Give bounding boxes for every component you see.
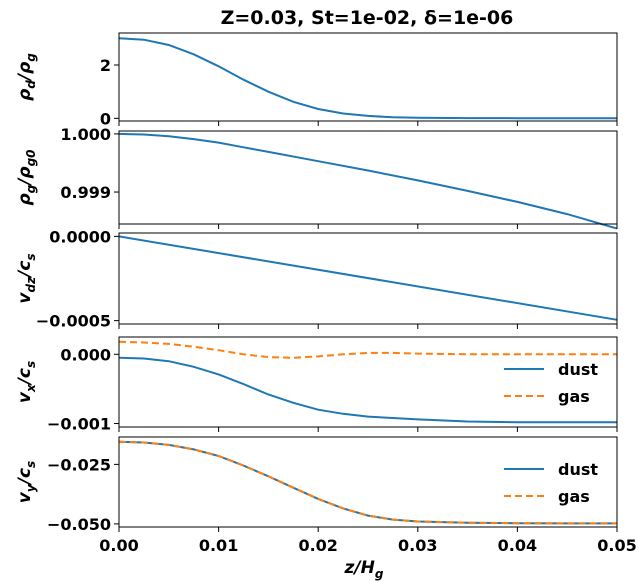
y-tick-label: −0.025	[47, 455, 111, 474]
legend-label-gas: gas	[558, 487, 590, 506]
y-axis-label-part: g0	[24, 149, 38, 166]
y-axis-label-part: v	[15, 292, 35, 304]
x-tick-label: 0.03	[398, 536, 437, 555]
y-axis-label: ρd/ρg	[15, 53, 38, 101]
y-tick-label: −0.0005	[36, 312, 111, 331]
y-axis-label-part: /ρ	[15, 166, 35, 186]
y-axis-label-part: dz	[24, 276, 38, 293]
y-axis-label-part: s	[24, 461, 38, 468]
legend: dust gas	[504, 360, 598, 406]
y-axis-label-part: d	[24, 80, 38, 89]
x-axis-label-sub: g	[375, 567, 384, 581]
y-tick-label: 2	[100, 56, 111, 75]
y-axis-label-part: v	[15, 391, 35, 403]
series-line-dust	[118, 356, 617, 424]
axes-frame	[118, 232, 618, 325]
x-tick-label: 0.04	[498, 536, 537, 555]
series-line-gas	[118, 132, 618, 230]
y-axis-label-part: ρ	[15, 193, 35, 205]
y-tick-label: −0.050	[47, 515, 111, 534]
series-line-gas	[118, 340, 617, 359]
legend-label-gas: gas	[558, 387, 590, 406]
svg-text:z/Hg: z/Hg	[344, 558, 384, 581]
y-axis-label-part: y	[24, 483, 38, 492]
y-tick-label: 0.999	[60, 183, 111, 202]
series-line-dust	[118, 37, 617, 120]
y-axis-label-part: s	[24, 361, 38, 368]
x-tick-label: 0.00	[99, 536, 138, 555]
y-axis-label-part: /c	[15, 468, 35, 486]
legend-label-dust: dust	[558, 360, 598, 379]
y-axis-label-part: x	[24, 383, 38, 393]
y-axis-label: vdz/cs	[15, 253, 38, 303]
axes-frame	[118, 32, 618, 122]
axes-frame	[118, 130, 618, 225]
y-tick-label: −0.001	[47, 415, 111, 434]
axes-frame	[118, 436, 618, 528]
y-axis-label-part: /c	[15, 261, 35, 279]
y-axis-label-part: s	[24, 253, 38, 260]
y-axis-label: vx/cs	[15, 361, 38, 403]
panel-5: −0.025 −0.050 0.00 0.01 0.02 0.03 0.04 0.05 vy/c…	[15, 436, 637, 555]
series-line-gas	[118, 440, 617, 525]
x-tick-label: 0.01	[199, 536, 238, 555]
y-tick-label: 1.000	[60, 125, 111, 144]
axes-frame	[118, 336, 618, 428]
legend-label-dust: dust	[558, 460, 598, 479]
series-line-dust	[118, 235, 618, 321]
legend: dust gas	[504, 460, 598, 506]
panels: 02ρd/ρg0.9991.000ρg/ρg00.0000−0.0005vdz/…	[15, 32, 637, 555]
y-axis-label-part: /c	[15, 368, 35, 386]
panel-2: 0.999 1.000 ρg/ρg0	[15, 125, 618, 230]
x-axis-label: z/Hg	[344, 558, 384, 581]
y-axis-label-part: ρ	[15, 89, 35, 101]
chart-title: Z=0.03, St=1e-02, δ=1e-06	[221, 7, 514, 29]
x-tick-label: 0.02	[298, 536, 337, 555]
y-tick-label: 0.0000	[49, 227, 111, 246]
series-line-dust	[118, 440, 617, 525]
y-axis-label-part: /ρ	[15, 62, 35, 82]
panel-1: 0 2 ρd/ρg	[15, 32, 618, 128]
y-axis-label: ρg/ρg0	[15, 149, 38, 205]
y-tick-label: 0.000	[60, 345, 111, 364]
x-tick-label: 0.05	[597, 536, 636, 555]
y-axis-label-part: g	[24, 184, 38, 193]
y-axis-label: vy/cs	[15, 461, 38, 503]
x-axis-label-base: z/H	[344, 558, 375, 578]
y-tick-label: 0	[100, 109, 111, 128]
panel-4: 0.000 −0.001 vx/cs dust gas	[15, 336, 618, 434]
y-axis-label-part: g	[24, 53, 38, 62]
y-axis-label-part: v	[15, 491, 35, 503]
